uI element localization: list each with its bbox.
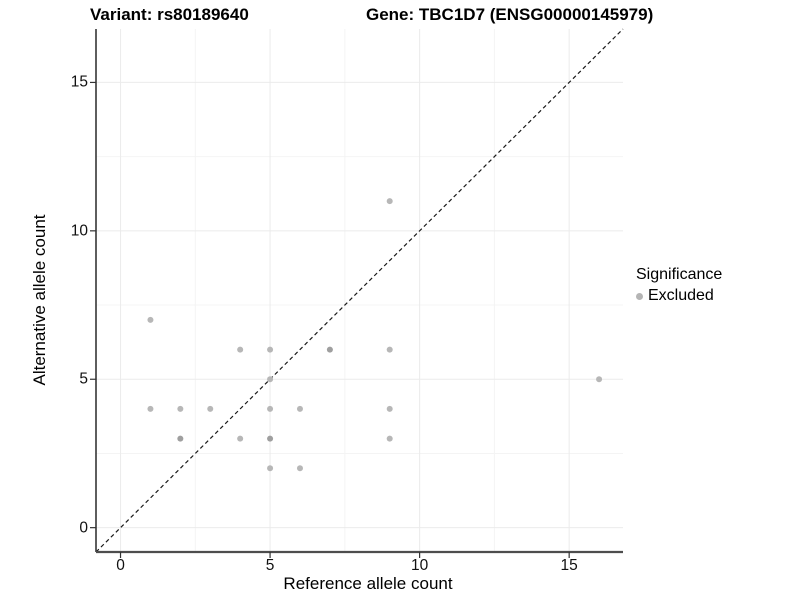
- x-tick-label: 15: [560, 557, 578, 574]
- data-point: [237, 435, 244, 442]
- excluded-point-icon: [636, 292, 643, 300]
- data-point: [147, 405, 154, 412]
- data-point: [386, 346, 393, 353]
- y-tick-label: 15: [70, 73, 88, 91]
- variant-title: Variant: rs80189640: [90, 5, 249, 24]
- data-point: [267, 405, 274, 412]
- data-point: [177, 435, 184, 442]
- plot-panel: [90, 28, 624, 558]
- data-point: [147, 316, 154, 323]
- x-tick-label: 0: [116, 557, 125, 574]
- data-point: [386, 198, 393, 205]
- data-point: [267, 435, 274, 442]
- x-tick-label: 5: [265, 557, 275, 574]
- legend-title: Significance: [636, 266, 723, 283]
- gene-title: Gene: TBC1D7 (ENSG00000145979): [366, 5, 654, 24]
- data-point: [267, 465, 274, 472]
- y-axis-title: Alternative allele count: [30, 214, 49, 386]
- legend: Significance Excluded: [636, 266, 722, 305]
- data-point: [326, 346, 333, 353]
- y-tick-label: 10: [70, 222, 88, 240]
- data-point: [177, 405, 184, 412]
- x-tick-label: 10: [410, 557, 429, 574]
- plot-canvas: [90, 28, 624, 558]
- data-point: [267, 346, 274, 353]
- data-point: [237, 346, 244, 353]
- legend-item-excluded: Excluded: [636, 287, 722, 305]
- data-point: [596, 376, 603, 383]
- y-tick-label: 0: [79, 518, 88, 536]
- data-point: [207, 405, 214, 412]
- data-point: [296, 465, 303, 472]
- data-point: [386, 435, 393, 442]
- data-point: [386, 405, 393, 412]
- x-axis-title: Reference allele count: [283, 574, 453, 593]
- legend-item-label: Excluded: [648, 287, 714, 304]
- data-point: [296, 405, 303, 412]
- y-tick-label: 5: [79, 370, 88, 388]
- data-point: [267, 376, 274, 383]
- identity-line: [95, 28, 624, 553]
